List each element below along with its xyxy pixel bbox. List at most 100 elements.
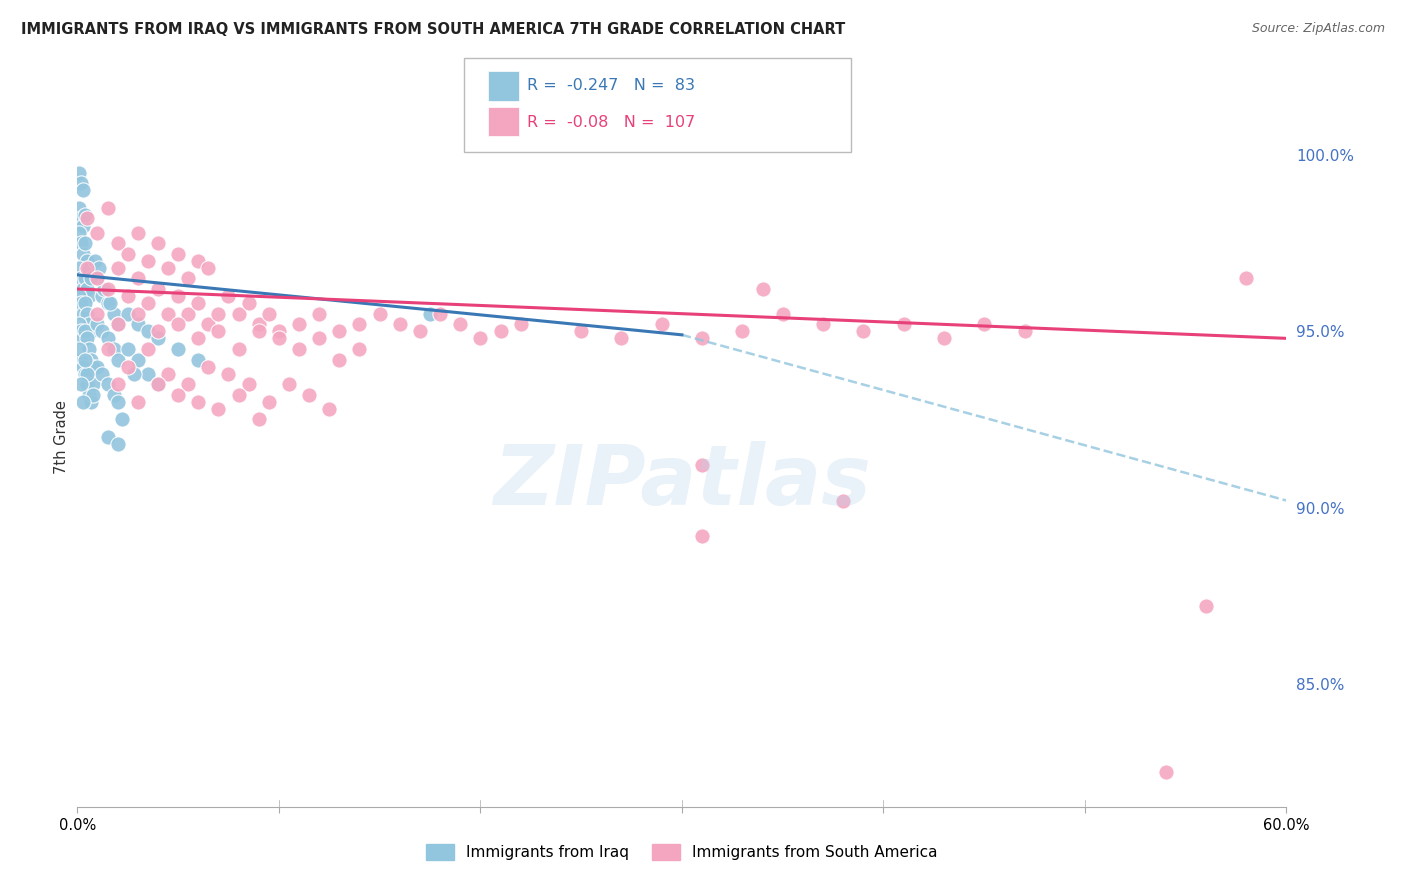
Point bbox=[349, 342, 371, 356]
Point bbox=[932, 331, 955, 345]
Point bbox=[690, 458, 713, 473]
Point bbox=[136, 342, 159, 356]
Point bbox=[72, 183, 94, 197]
Point bbox=[127, 352, 149, 367]
Point bbox=[832, 493, 855, 508]
Point bbox=[257, 307, 280, 321]
Point bbox=[76, 367, 98, 381]
Point bbox=[107, 437, 129, 451]
Point bbox=[76, 211, 98, 226]
Point bbox=[70, 296, 93, 310]
Point bbox=[177, 307, 200, 321]
Point bbox=[70, 236, 93, 251]
Point bbox=[177, 271, 200, 285]
Point bbox=[257, 394, 280, 409]
Point bbox=[157, 260, 180, 275]
Point bbox=[409, 324, 432, 338]
Point bbox=[328, 324, 350, 338]
Point bbox=[75, 208, 97, 222]
Point bbox=[79, 388, 101, 402]
Point bbox=[70, 324, 93, 338]
Point bbox=[489, 324, 512, 338]
Point bbox=[80, 271, 103, 285]
Point bbox=[197, 318, 219, 332]
Point bbox=[228, 307, 250, 321]
Point bbox=[80, 352, 103, 367]
Point bbox=[107, 352, 129, 367]
Point bbox=[429, 307, 451, 321]
Point bbox=[76, 377, 98, 392]
Point bbox=[86, 307, 108, 321]
Point bbox=[72, 307, 94, 321]
Point bbox=[167, 388, 190, 402]
Point bbox=[247, 324, 270, 338]
Point bbox=[75, 367, 97, 381]
Point bbox=[288, 342, 311, 356]
Point bbox=[67, 342, 90, 356]
Point bbox=[267, 324, 290, 338]
Point bbox=[117, 289, 139, 303]
Point bbox=[278, 377, 301, 392]
Point bbox=[79, 289, 101, 303]
Point bbox=[218, 289, 240, 303]
Point bbox=[167, 246, 190, 260]
Point bbox=[187, 394, 209, 409]
Point bbox=[127, 271, 149, 285]
Point bbox=[197, 260, 219, 275]
Point bbox=[70, 271, 93, 285]
Point bbox=[1195, 599, 1218, 614]
Legend: Immigrants from Iraq, Immigrants from South America: Immigrants from Iraq, Immigrants from So… bbox=[420, 838, 943, 866]
Point bbox=[1154, 764, 1177, 779]
Point bbox=[328, 352, 350, 367]
Point bbox=[72, 359, 94, 374]
Point bbox=[218, 367, 240, 381]
Point bbox=[288, 318, 311, 332]
Point bbox=[127, 394, 149, 409]
Point bbox=[90, 324, 112, 338]
Point bbox=[79, 318, 101, 332]
Point bbox=[75, 324, 97, 338]
Point bbox=[76, 331, 98, 345]
Point bbox=[80, 324, 103, 338]
Point bbox=[267, 331, 290, 345]
Point bbox=[187, 331, 209, 345]
Point bbox=[136, 253, 159, 268]
Point bbox=[419, 307, 441, 321]
Point bbox=[96, 342, 118, 356]
Point bbox=[157, 367, 180, 381]
Text: R =  -0.08   N =  107: R = -0.08 N = 107 bbox=[527, 115, 696, 129]
Point bbox=[157, 307, 180, 321]
Point bbox=[146, 377, 169, 392]
Point bbox=[70, 377, 93, 392]
Point bbox=[167, 318, 190, 332]
Point bbox=[318, 401, 340, 416]
Point bbox=[86, 318, 108, 332]
Point bbox=[98, 296, 121, 310]
Point bbox=[238, 377, 260, 392]
Point bbox=[146, 282, 169, 296]
Point bbox=[75, 236, 97, 251]
Point bbox=[107, 318, 129, 332]
Point bbox=[117, 307, 139, 321]
Point bbox=[187, 253, 209, 268]
Text: Source: ZipAtlas.com: Source: ZipAtlas.com bbox=[1251, 22, 1385, 36]
Point bbox=[690, 529, 713, 543]
Point bbox=[187, 352, 209, 367]
Point bbox=[96, 331, 118, 345]
Point bbox=[146, 331, 169, 345]
Point bbox=[117, 246, 139, 260]
Point bbox=[388, 318, 411, 332]
Point bbox=[90, 367, 112, 381]
Point bbox=[852, 324, 875, 338]
Point bbox=[86, 271, 108, 285]
Point bbox=[82, 388, 104, 402]
Point bbox=[973, 318, 995, 332]
Point bbox=[207, 401, 229, 416]
Text: ZIPatlas: ZIPatlas bbox=[494, 441, 870, 522]
Point bbox=[67, 166, 90, 180]
Point bbox=[207, 307, 229, 321]
Point bbox=[228, 342, 250, 356]
Point bbox=[103, 342, 125, 356]
Point bbox=[96, 430, 118, 444]
Point bbox=[117, 359, 139, 374]
